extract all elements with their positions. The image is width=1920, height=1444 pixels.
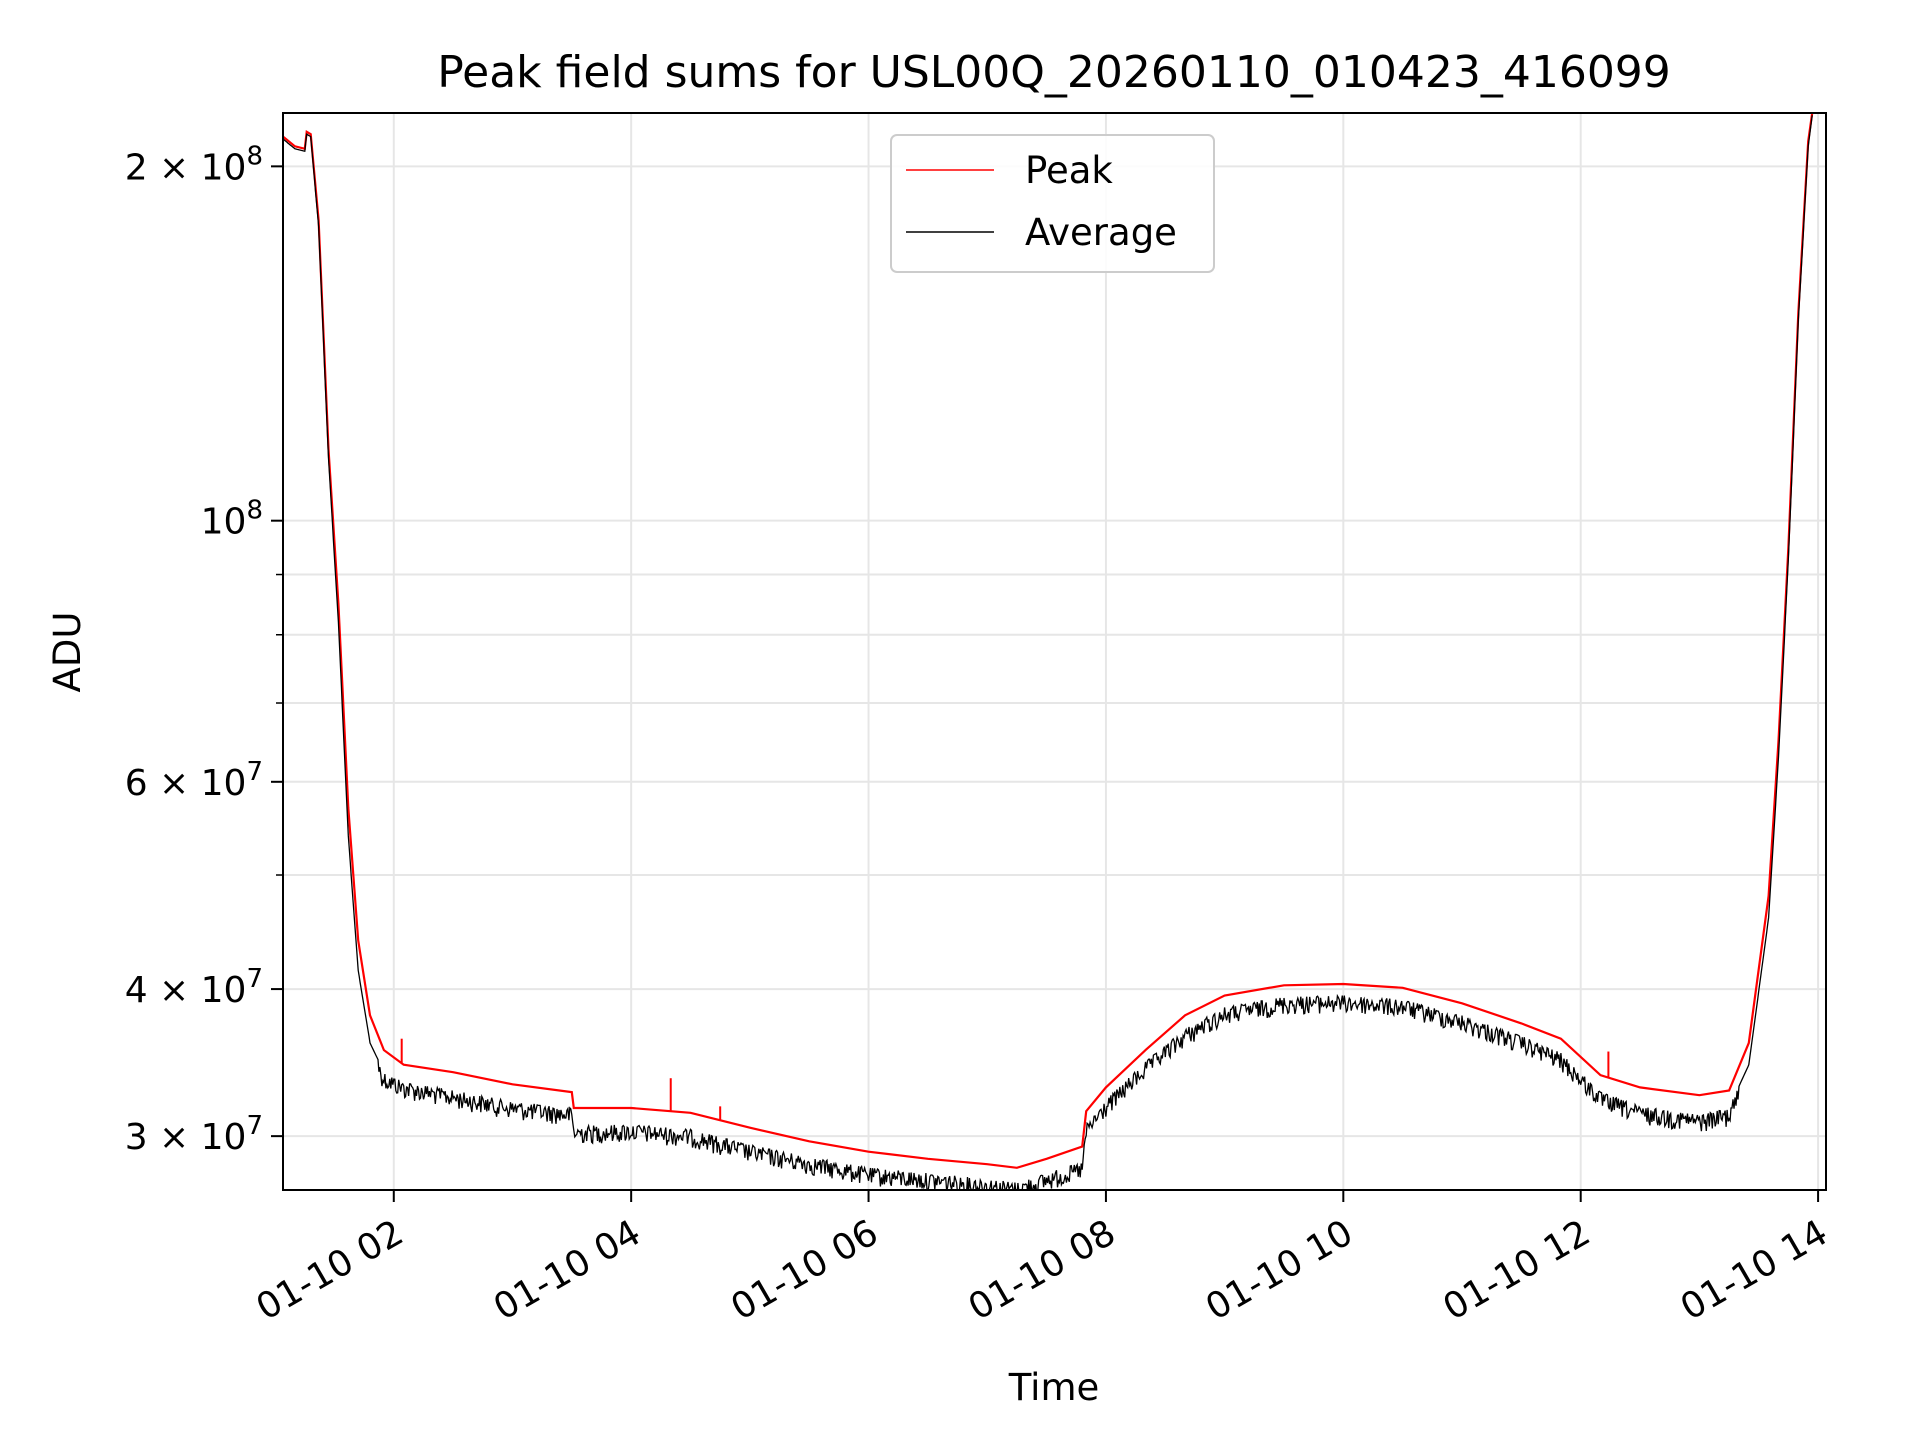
y-tick-exponent: 7: [246, 757, 263, 787]
grid: [283, 113, 1826, 1190]
y-tick-exponent: 7: [246, 964, 263, 994]
y-tick-times-ten: × 10: [148, 763, 247, 804]
y-tick-label: 6 × 107: [125, 757, 263, 804]
series-layer: [283, 113, 1814, 1190]
y-axis-label: ADU: [46, 612, 89, 693]
y-tick-times-ten: × 10: [148, 1117, 247, 1158]
y-tick-label: 4 × 107: [125, 964, 263, 1011]
y-tick-label: 108: [201, 496, 263, 543]
series-line-average: [283, 115, 1813, 1190]
y-tick-mantissa: 2: [125, 147, 148, 188]
y-tick-ten: 10: [201, 502, 247, 543]
x-axis-label: Time: [1008, 1366, 1100, 1409]
series-line-peak: [283, 113, 1814, 1169]
y-tick-mantissa: 6: [125, 763, 148, 804]
plot-frame: [282, 112, 1827, 1191]
y-tick-mantissa: 4: [125, 970, 148, 1011]
legend: Peak Average: [890, 134, 1215, 273]
chart-title: Peak field sums for USL00Q_20260110_0104…: [437, 47, 1671, 98]
y-tick-times-ten: × 10: [148, 147, 247, 188]
y-tick-times-ten: × 10: [148, 970, 247, 1011]
y-tick-exponent: 7: [246, 1111, 263, 1141]
y-tick-mantissa: 3: [125, 1117, 148, 1158]
y-tick-label: 3 × 107: [125, 1111, 263, 1158]
legend-label-peak: Peak: [1025, 149, 1113, 192]
y-tick-exponent: 8: [246, 141, 263, 171]
legend-label-average: Average: [1025, 211, 1177, 254]
y-tick-label: 2 × 108: [125, 141, 263, 188]
y-tick-exponent: 8: [246, 496, 263, 526]
